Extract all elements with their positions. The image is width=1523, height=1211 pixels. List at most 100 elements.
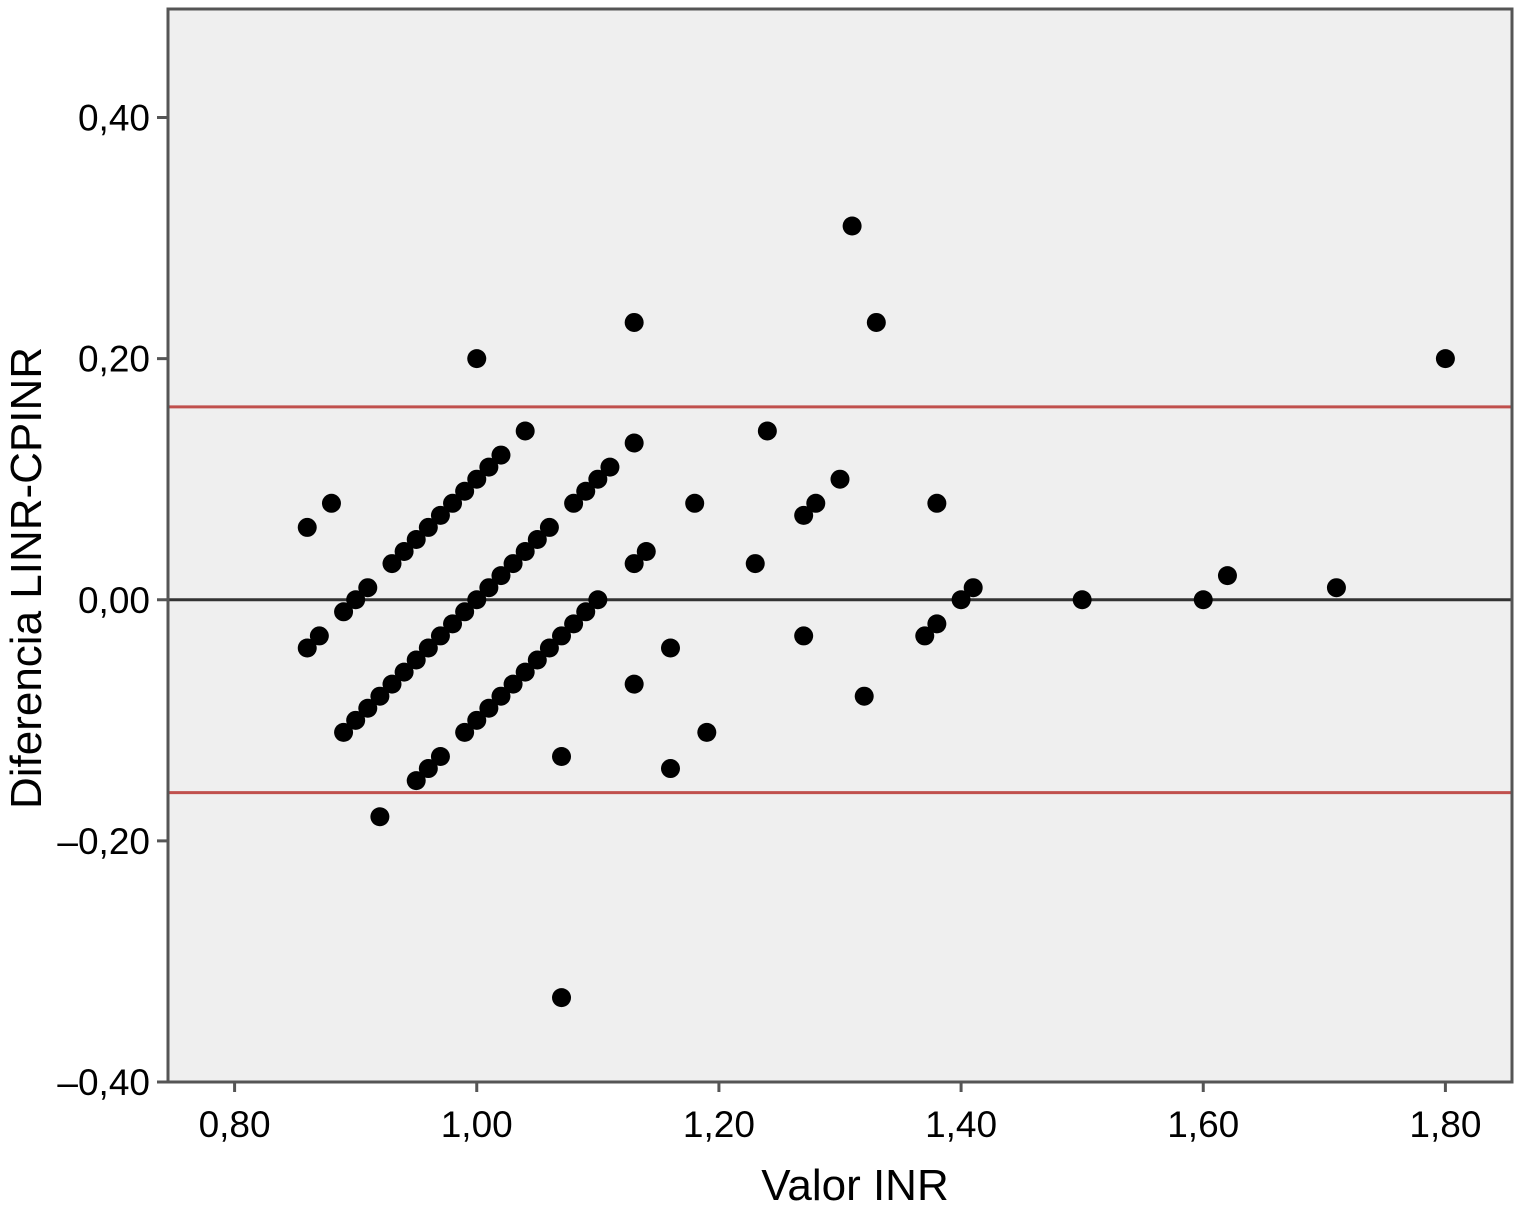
data-point — [854, 686, 874, 706]
data-point — [842, 216, 862, 236]
data-point — [406, 650, 426, 670]
x-tick-label: 1,20 — [683, 1104, 755, 1145]
data-point — [358, 578, 378, 598]
data-point — [358, 698, 378, 718]
data-point — [430, 746, 450, 766]
data-point — [515, 542, 535, 562]
data-point — [346, 710, 366, 730]
data-point — [455, 481, 475, 501]
data-point — [539, 638, 559, 658]
data-point — [297, 638, 317, 658]
data-point — [564, 493, 584, 513]
data-point — [515, 421, 535, 441]
data-point — [491, 686, 511, 706]
y-tick-label: 0,20 — [78, 339, 150, 380]
data-point — [552, 626, 572, 646]
data-point — [624, 674, 644, 694]
data-point — [370, 807, 390, 827]
data-point — [491, 445, 511, 465]
y-tick-label: 0,00 — [78, 580, 150, 621]
y-tick-label: 0,40 — [78, 98, 150, 139]
data-point — [660, 759, 680, 779]
data-point — [757, 421, 777, 441]
data-point — [479, 578, 499, 598]
data-point — [927, 493, 947, 513]
data-point — [588, 469, 608, 489]
data-point — [552, 746, 572, 766]
data-point — [915, 626, 935, 646]
x-tick-label: 1,60 — [1167, 1104, 1239, 1145]
data-point — [467, 590, 487, 610]
data-point — [418, 638, 438, 658]
x-tick-label: 1,00 — [441, 1104, 513, 1145]
x-axis: 0,80 1,00 1,20 1,40 1,60 1,80 — [199, 1082, 1481, 1145]
data-point — [443, 614, 463, 634]
data-point — [503, 674, 523, 694]
data-point — [927, 614, 947, 634]
data-point — [963, 578, 983, 598]
data-point — [527, 529, 547, 549]
data-point — [297, 517, 317, 537]
data-point — [479, 457, 499, 477]
reference-lines — [168, 405, 1512, 795]
data-point — [321, 493, 341, 513]
data-point — [564, 614, 584, 634]
data-point — [527, 650, 547, 670]
data-point — [806, 493, 826, 513]
y-tick-label: –0,40 — [57, 1062, 150, 1103]
plot-area-background — [168, 9, 1512, 1082]
data-point — [576, 602, 596, 622]
data-point — [636, 542, 656, 562]
data-point — [624, 312, 644, 332]
data-point — [794, 505, 814, 525]
data-point — [1217, 566, 1237, 586]
data-point — [1193, 590, 1213, 610]
x-tick-label: 1,80 — [1409, 1104, 1481, 1145]
data-point — [830, 469, 850, 489]
data-point — [430, 505, 450, 525]
data-point — [600, 457, 620, 477]
data-point — [1435, 349, 1455, 369]
data-point — [467, 710, 487, 730]
data-point — [394, 542, 414, 562]
data-point — [406, 771, 426, 791]
data-point — [576, 481, 596, 501]
data-point — [418, 517, 438, 537]
data-point — [455, 602, 475, 622]
data-point — [539, 517, 559, 537]
data-point — [745, 554, 765, 574]
data-points — [297, 216, 1455, 1008]
y-tick-label: –0,20 — [57, 821, 150, 862]
data-point — [951, 590, 971, 610]
data-point — [430, 626, 450, 646]
data-point — [406, 529, 426, 549]
data-point — [467, 469, 487, 489]
data-point — [866, 312, 886, 332]
data-point — [455, 722, 475, 742]
data-point — [346, 590, 366, 610]
data-point — [418, 759, 438, 779]
data-point — [334, 722, 354, 742]
data-point — [515, 662, 535, 682]
data-point — [382, 554, 402, 574]
data-point — [794, 626, 814, 646]
data-point — [624, 433, 644, 453]
data-point — [479, 698, 499, 718]
data-point — [309, 626, 329, 646]
y-axis-title: Diferencia LINR-CPINR — [2, 347, 51, 809]
data-point — [370, 686, 390, 706]
x-axis-title: Valor INR — [761, 1161, 948, 1210]
data-point — [491, 566, 511, 586]
data-point — [334, 602, 354, 622]
data-point — [624, 554, 644, 574]
x-tick-label: 0,80 — [199, 1104, 271, 1145]
data-point — [1326, 578, 1346, 598]
data-point — [467, 349, 487, 369]
data-point — [685, 493, 705, 513]
data-point — [588, 590, 608, 610]
data-point — [394, 662, 414, 682]
plot-frame — [166, 7, 1514, 1084]
data-point — [443, 493, 463, 513]
x-tick-label: 1,40 — [925, 1104, 997, 1145]
